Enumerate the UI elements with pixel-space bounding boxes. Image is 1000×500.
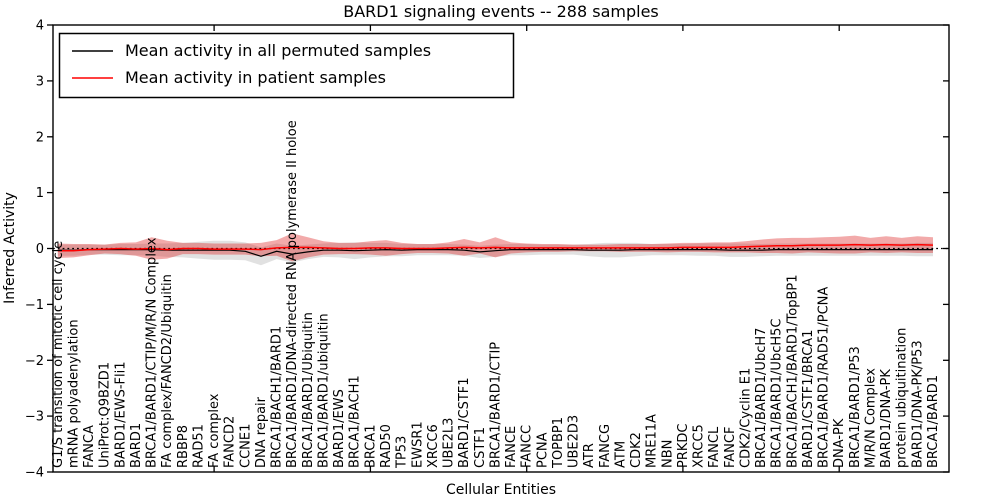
x-tick-label: FANCG xyxy=(598,424,613,468)
x-tick-label: BRCA1/BARD1/P53 xyxy=(848,346,863,468)
x-tick-label: BRCA1/BACH1 xyxy=(348,375,363,468)
x-tick-label: BRCA1/BARD1/CTIP/M/R/N Complex xyxy=(145,237,160,468)
x-tick-label: BARD1/EWS-Fli1 xyxy=(113,362,128,469)
x-tick-label: BARD1/CSTF1/BRCA1 xyxy=(801,330,816,468)
y-tick-label: 4 xyxy=(36,19,44,34)
x-tick-label: protein ubiquitination xyxy=(895,328,910,468)
x-tick-label: BARD1/DNA-PK xyxy=(879,369,894,468)
x-tick-label: FANCE xyxy=(504,426,519,468)
x-tick-label: TP53 xyxy=(395,436,410,469)
x-tick-label: BRCA1/BARD1/ubiquitin xyxy=(317,313,332,468)
x-tick-label: FANCF xyxy=(723,427,738,468)
x-tick-label: UBE2L3 xyxy=(442,418,457,468)
x-tick-label: BRCA1/BARD1/UbcH7 xyxy=(754,328,769,468)
x-tick-label: TOPBP1 xyxy=(551,417,566,469)
x-tick-label: CSTF1 xyxy=(473,427,488,468)
x-tick-label: BRCA1/BARD1/Ubiquitin xyxy=(301,312,316,468)
y-tick-label: −4 xyxy=(25,466,44,481)
y-axis-label: Inferred Activity xyxy=(2,192,18,304)
x-tick-label: CCNE1 xyxy=(238,424,253,468)
x-tick-label: RBBP8 xyxy=(176,425,191,468)
x-tick-label: BARD1/DNA-PK/P53 xyxy=(910,340,925,468)
x-tick-label: FANCA xyxy=(82,425,97,468)
y-tick-label: 2 xyxy=(36,130,44,145)
x-tick-label: G1/S transition of mitotic cell cycle xyxy=(51,241,66,468)
x-tick-label: EWSR1 xyxy=(410,421,425,468)
axis-layer: 4 3 2 1 0 −1 −2 −3 −4 xyxy=(25,19,949,481)
x-tick-label: CDK2/Cyclin E1 xyxy=(739,368,754,468)
y-tick-label: 3 xyxy=(36,74,44,89)
x-tick-label: BRCA1/BARD1/CTIP xyxy=(488,342,503,468)
legend: Mean activity in all permuted samples Me… xyxy=(58,32,515,99)
x-tick-label: BRCA1 xyxy=(363,424,378,468)
x-tick-label: BARD1 xyxy=(129,423,144,468)
x-tick-label: ATM xyxy=(613,441,628,468)
x-tick-label: FANCL xyxy=(707,426,722,468)
x-tick-label: DNA-PK xyxy=(832,418,847,468)
x-axis-label: Cellular Entities xyxy=(446,482,556,498)
x-tick-label: BARD1/CSTF1 xyxy=(457,377,472,468)
x-tick-label: DNA repair xyxy=(254,396,269,468)
x-tick-label: NBN xyxy=(660,440,675,468)
x-tick-label: MRE11A xyxy=(645,414,660,468)
x-tick-label: PCNA xyxy=(535,432,550,468)
x-tick-label: BRCA1/BACH1/BARD1 xyxy=(270,326,285,468)
x-tick-label: FA complex xyxy=(207,393,222,468)
y-tick-label: 0 xyxy=(36,242,44,257)
legend-box xyxy=(58,32,515,99)
legend-patient-label: Mean activity in patient samples xyxy=(125,68,386,87)
x-tick-label: M/R/N Complex xyxy=(864,368,879,468)
legend-permuted-label: Mean activity in all permuted samples xyxy=(125,41,431,60)
x-tick-label: PRKDC xyxy=(676,424,691,468)
x-tick-label-layer: G1/S transition of mitotic cell cycle mRN… xyxy=(51,120,941,469)
x-tick-label: UBE2D3 xyxy=(567,415,582,468)
x-tick-label: BRCA1/BARD1/DNA-directed RNA polymerase … xyxy=(285,120,300,468)
x-tick-label: mRNA polyadenylation xyxy=(66,319,81,468)
x-tick-label: BRCA1/BARD1/UbcH5C xyxy=(770,319,785,468)
x-tick-label: BRCA1/BARD1 xyxy=(926,375,941,468)
x-tick-label: FA complex/FANCD2/Ubiquitin xyxy=(160,274,175,468)
y-tick-label: 1 xyxy=(36,186,44,201)
x-tick-label: ATR xyxy=(582,443,597,468)
plot-frame xyxy=(52,24,950,473)
y-tick-label: −3 xyxy=(25,410,44,425)
x-tick-label: RAD51 xyxy=(192,424,207,468)
x-tick-label: FANCD2 xyxy=(223,416,238,468)
x-tick-label: BARD1/EWS xyxy=(332,389,347,468)
x-tick-label: CDK2 xyxy=(629,432,644,468)
x-tick-label: BRCA1/BARD1/RAD51/PCNA xyxy=(817,287,832,468)
x-tick-label: UniProt:Q9BZD1 xyxy=(98,362,113,468)
y-tick-label: −1 xyxy=(25,298,44,313)
x-tick-label: XRCC6 xyxy=(426,424,441,468)
y-tick-label: −2 xyxy=(25,354,44,369)
x-tick-label: BRCA1/BACH1/BARD1/TopBP1 xyxy=(785,275,800,468)
mean-line-layer xyxy=(57,243,934,257)
x-tick-label: RAD50 xyxy=(379,424,394,468)
permuted-mean-line xyxy=(57,248,933,257)
x-tick-label: XRCC5 xyxy=(692,424,707,468)
patient-mean-line xyxy=(57,243,934,252)
chart-title: BARD1 signaling events -- 288 samples xyxy=(343,2,659,21)
x-tick-label: FANCC xyxy=(520,425,535,468)
